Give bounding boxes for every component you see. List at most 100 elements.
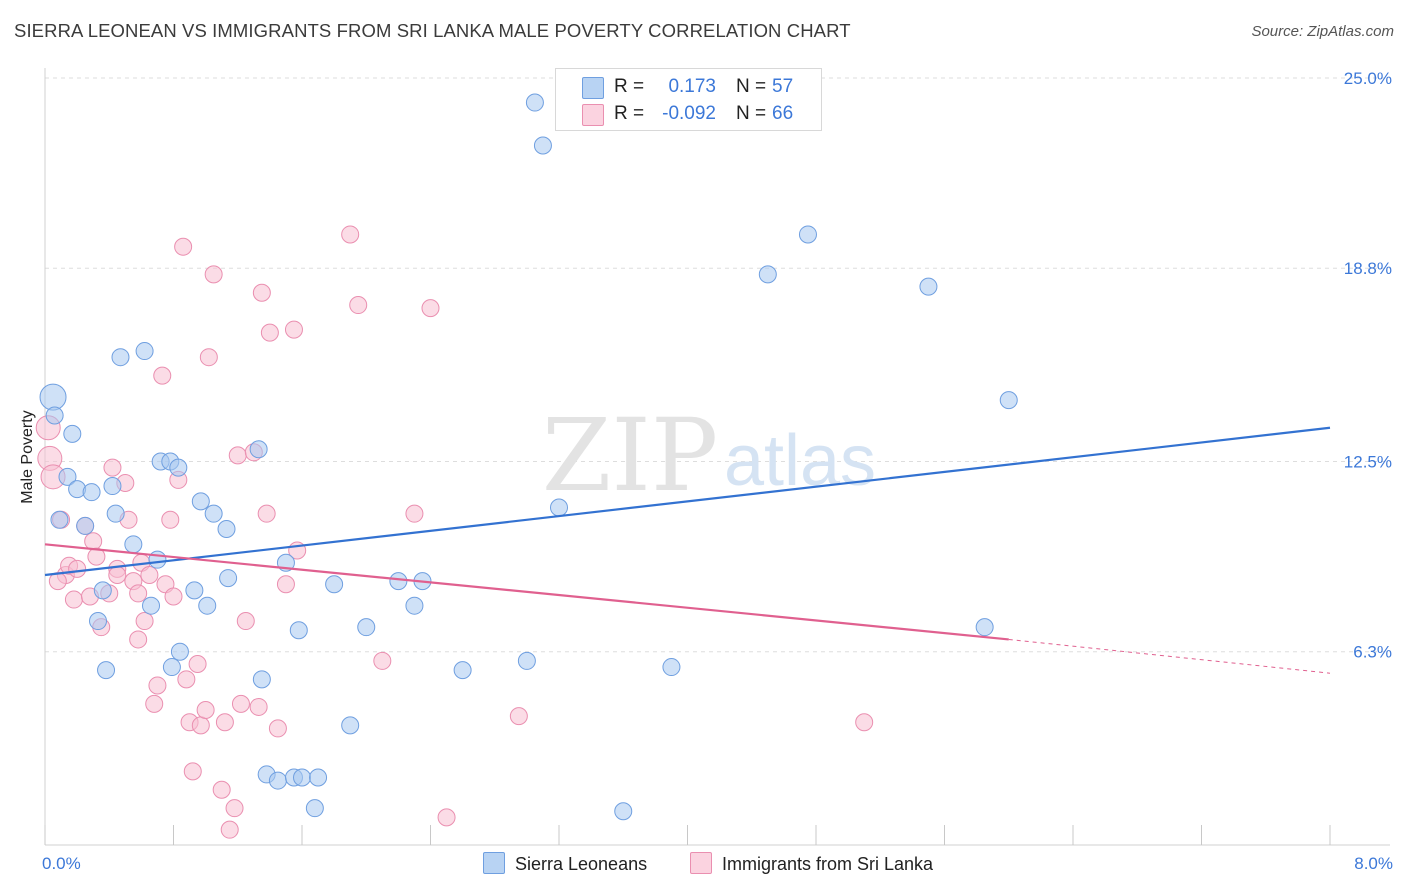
trend-line-sierra-leoneans [44,426,1331,577]
data-point-sierra-leonean [357,618,376,637]
data-point-sri-lanka [284,320,303,339]
data-point-sri-lanka [257,504,276,523]
legend-r-label: R = [614,76,645,97]
data-point-sierra-leonean [97,661,116,680]
data-point-sri-lanka [174,237,193,256]
data-point-sri-lanka [183,762,202,781]
trend-lines [44,426,1331,674]
data-point-sierra-leonean [550,498,568,517]
legend-label-sierra-leoneans: Sierra Leoneans [515,854,648,874]
data-point-sri-lanka [188,654,207,673]
legend-swatch-pink [582,104,604,126]
data-point-sri-lanka [215,713,234,732]
data-point-sri-lanka [148,676,167,695]
data-point-sri-lanka [236,612,255,631]
data-point-sierra-leonean [106,504,125,523]
data-point-sierra-leonean [89,612,108,631]
data-point-sierra-leonean [289,621,308,640]
data-point-sri-lanka [421,299,440,318]
data-point-sri-lanka [135,612,154,631]
legend-swatch-blue [582,77,604,99]
legend-item-sierra-leoneans[interactable]: Sierra Leoneans [483,852,647,876]
data-point-sri-lanka [177,670,196,689]
legend-n-value: 57 [772,76,794,97]
data-point-sri-lanka [260,323,279,342]
data-point-sri-lanka [509,707,528,726]
series-immigrants-sri-lanka [35,225,874,839]
data-point-sri-lanka [220,820,239,839]
data-point-sierra-leonean [252,670,271,689]
data-point-sierra-leonean [758,265,777,284]
data-point-sierra-leonean [919,277,938,296]
data-point-sri-lanka [161,510,180,529]
data-point-sri-lanka [204,265,223,284]
legend-r-value: -0.092 [662,103,716,124]
data-point-sri-lanka [437,808,456,827]
data-point-sri-lanka [140,566,159,585]
data-point-sierra-leonean [662,658,681,677]
x-tick-label: 8.0% [1354,854,1393,873]
data-point-sri-lanka [108,566,127,585]
data-point-sierra-leonean [219,569,238,588]
legend-row-sierra-leoneans: R = 0.173 N = 57 [556,74,821,100]
data-point-sierra-leonean [198,596,217,615]
data-point-sri-lanka [129,630,148,649]
data-point-sierra-leonean [169,458,188,477]
data-point-sierra-leonean [517,651,536,670]
data-point-sierra-leonean [162,658,181,677]
legend-r-value: 0.173 [668,76,716,97]
data-point-sierra-leonean [58,467,77,486]
data-point-sri-lanka [349,296,368,315]
legend-item-sri-lanka[interactable]: Immigrants from Sri Lanka [690,852,933,876]
data-point-sri-lanka [855,713,874,732]
data-point-sierra-leonean [309,768,328,787]
data-point-sierra-leonean [76,516,95,535]
data-point-sri-lanka [145,694,164,713]
data-point-sierra-leonean [170,642,189,661]
legend-swatch-blue [483,852,505,874]
data-point-sierra-leonean [533,136,552,155]
data-point-sierra-leonean [525,93,544,112]
data-point-sri-lanka [231,694,250,713]
data-point-sierra-leonean [798,225,817,244]
data-point-sierra-leonean [93,581,112,600]
data-point-sierra-leonean [293,768,311,787]
data-point-sri-lanka [153,366,172,385]
data-point-sri-lanka [373,651,392,670]
data-point-sri-lanka [228,446,247,465]
data-point-sierra-leonean [268,771,287,790]
data-point-sri-lanka [199,348,218,367]
legend-r-label: R = [614,103,645,124]
data-point-sierra-leonean [405,596,424,615]
legend-n-value: 66 [772,103,794,124]
data-point-sierra-leonean [614,802,633,821]
data-point-sierra-leonean [249,440,268,459]
data-point-sri-lanka [252,283,271,302]
data-point-sierra-leonean [204,504,223,523]
data-point-sierra-leonean [103,477,122,496]
watermark: ZIP atlas [542,397,876,514]
grid-lines [45,77,1390,653]
data-point-sri-lanka [103,458,122,477]
data-point-sri-lanka [268,719,287,738]
chart-title: SIERRA LEONEAN VS IMMIGRANTS FROM SRI LA… [14,20,851,41]
data-point-sierra-leonean [45,406,64,425]
data-point-sierra-leonean [124,535,143,554]
x-tick-label: 0.0% [42,854,81,873]
watermark-zip: ZIP [542,397,718,514]
data-point-sri-lanka [164,587,183,606]
data-point-sri-lanka [225,799,244,818]
data-point-sierra-leonean [142,596,161,615]
data-point-sierra-leonean [305,799,324,818]
legend-row-sri-lanka: R = -0.092 N = 66 [556,101,821,127]
data-point-sierra-leonean [50,510,69,529]
legend-n-label: N = [736,76,767,97]
data-point-sierra-leonean [63,424,82,443]
data-point-sri-lanka [68,559,87,578]
data-point-sierra-leonean [135,342,154,361]
y-tick-label: 18.8% [1344,259,1392,278]
data-point-sierra-leonean [975,618,994,637]
data-point-sierra-leonean [325,575,344,594]
legend-label-sri-lanka: Immigrants from Sri Lanka [722,854,934,874]
